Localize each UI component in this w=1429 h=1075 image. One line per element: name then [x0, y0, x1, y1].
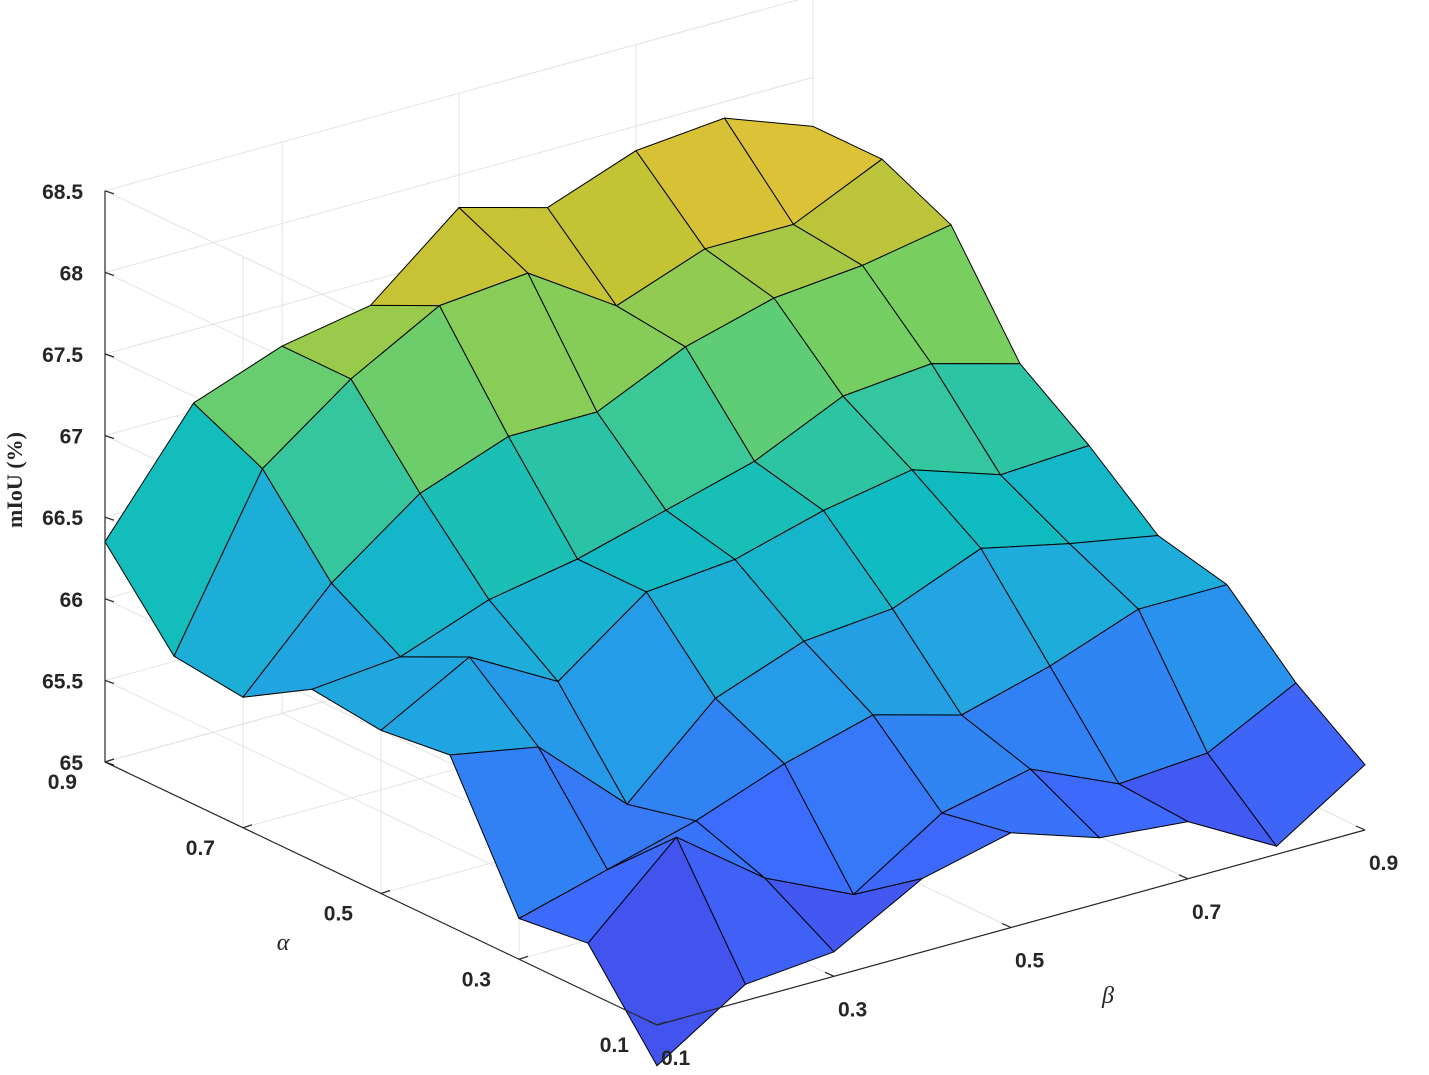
- beta-tick-label: 0.7: [1192, 901, 1221, 924]
- beta-tick-mark: [1001, 922, 1012, 929]
- surface-group: [104, 117, 1366, 1067]
- z-tick-label: 66: [60, 589, 83, 612]
- alpha-tick-label: 0.9: [48, 771, 77, 794]
- alpha-tick-mark: [104, 758, 115, 763]
- alpha-tick-label: 0.1: [600, 1034, 630, 1057]
- beta-axis-label: β: [1101, 983, 1114, 1009]
- alpha-tick-label: 0.3: [462, 968, 491, 991]
- z-tick-label: 68.5: [42, 181, 83, 204]
- beta-tick-mark: [824, 971, 835, 977]
- beta-tick-mark: [647, 1020, 658, 1026]
- surface-patch: [1207, 682, 1366, 847]
- alpha-tick-label: 0.7: [186, 837, 215, 860]
- z-tick-mark: [104, 353, 115, 358]
- z-tick-label: 66.5: [42, 507, 83, 530]
- z-tick-label: 67: [60, 426, 83, 449]
- beta-tick-label: 0.9: [1369, 852, 1398, 875]
- z-tick-mark: [104, 761, 115, 766]
- alpha-tick-label: 0.5: [324, 903, 354, 926]
- z-tick-label: 65.5: [42, 670, 83, 693]
- beta-tick-label: 0.3: [838, 998, 867, 1021]
- z-tick-label: 68: [60, 262, 84, 285]
- z-tick-label: 67.5: [42, 344, 83, 367]
- alpha-tick-mark: [380, 889, 391, 895]
- z-tick-mark: [104, 598, 115, 603]
- beta-tick-mark: [1355, 825, 1366, 831]
- z-tick-mark: [104, 679, 115, 684]
- alpha-tick-mark: [242, 824, 253, 829]
- z-tick-mark: [104, 435, 115, 440]
- beta-tick-mark: [1178, 874, 1189, 880]
- z-tick-mark: [104, 190, 115, 195]
- axes-group: 65 65.5 66 66.5 67 67.5 68 68.5 0.1 0.3 0.5 0.7 0.9 0…: [42, 181, 1398, 1070]
- alpha-axis-label: α: [277, 930, 290, 956]
- alpha-tick-mark: [518, 955, 529, 960]
- z-axis-label: mIoU (%): [2, 432, 27, 528]
- z-tick-mark: [104, 271, 115, 276]
- beta-tick-label: 0.5: [1015, 950, 1045, 973]
- z-tick-mark: [104, 516, 115, 521]
- alpha-tick-mark: [656, 1021, 667, 1026]
- beta-tick-label: 0.1: [661, 1047, 691, 1070]
- z-tick-label: 65: [60, 752, 84, 775]
